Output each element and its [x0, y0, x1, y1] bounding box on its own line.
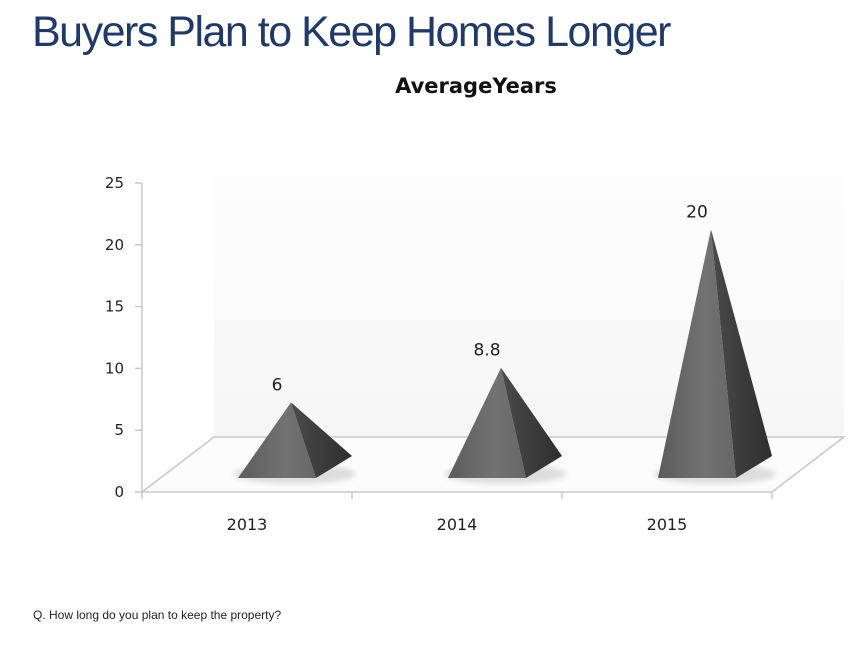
x-category-label: 2013 [227, 515, 268, 534]
pyramid-side-face [291, 402, 352, 478]
chart-title: AverageYears [395, 74, 557, 98]
x-category-label: 2015 [647, 515, 688, 534]
data-label: 8.8 [473, 341, 500, 361]
data-label: 6 [272, 375, 283, 395]
slide-title: Buyers Plan to Keep Homes Longer [32, 8, 672, 56]
pyramid-side-face [711, 229, 772, 478]
pyramid-front-face [238, 402, 316, 478]
y-tick-label: 0 [114, 483, 124, 501]
x-category-label: 2014 [437, 515, 478, 534]
pyramid-front-face [448, 367, 526, 478]
y-tick-label: 25 [105, 174, 124, 192]
y-tick-label: 15 [105, 298, 124, 316]
y-tick-label: 5 [114, 421, 124, 439]
question-footnote: Q. How long do you plan to keep the prop… [33, 608, 282, 622]
pyramid-front-face [658, 229, 736, 478]
y-tick-label: 20 [105, 236, 124, 254]
data-label: 20 [686, 202, 708, 222]
pyramid-side-face [501, 367, 562, 478]
y-tick-label: 10 [105, 359, 124, 377]
